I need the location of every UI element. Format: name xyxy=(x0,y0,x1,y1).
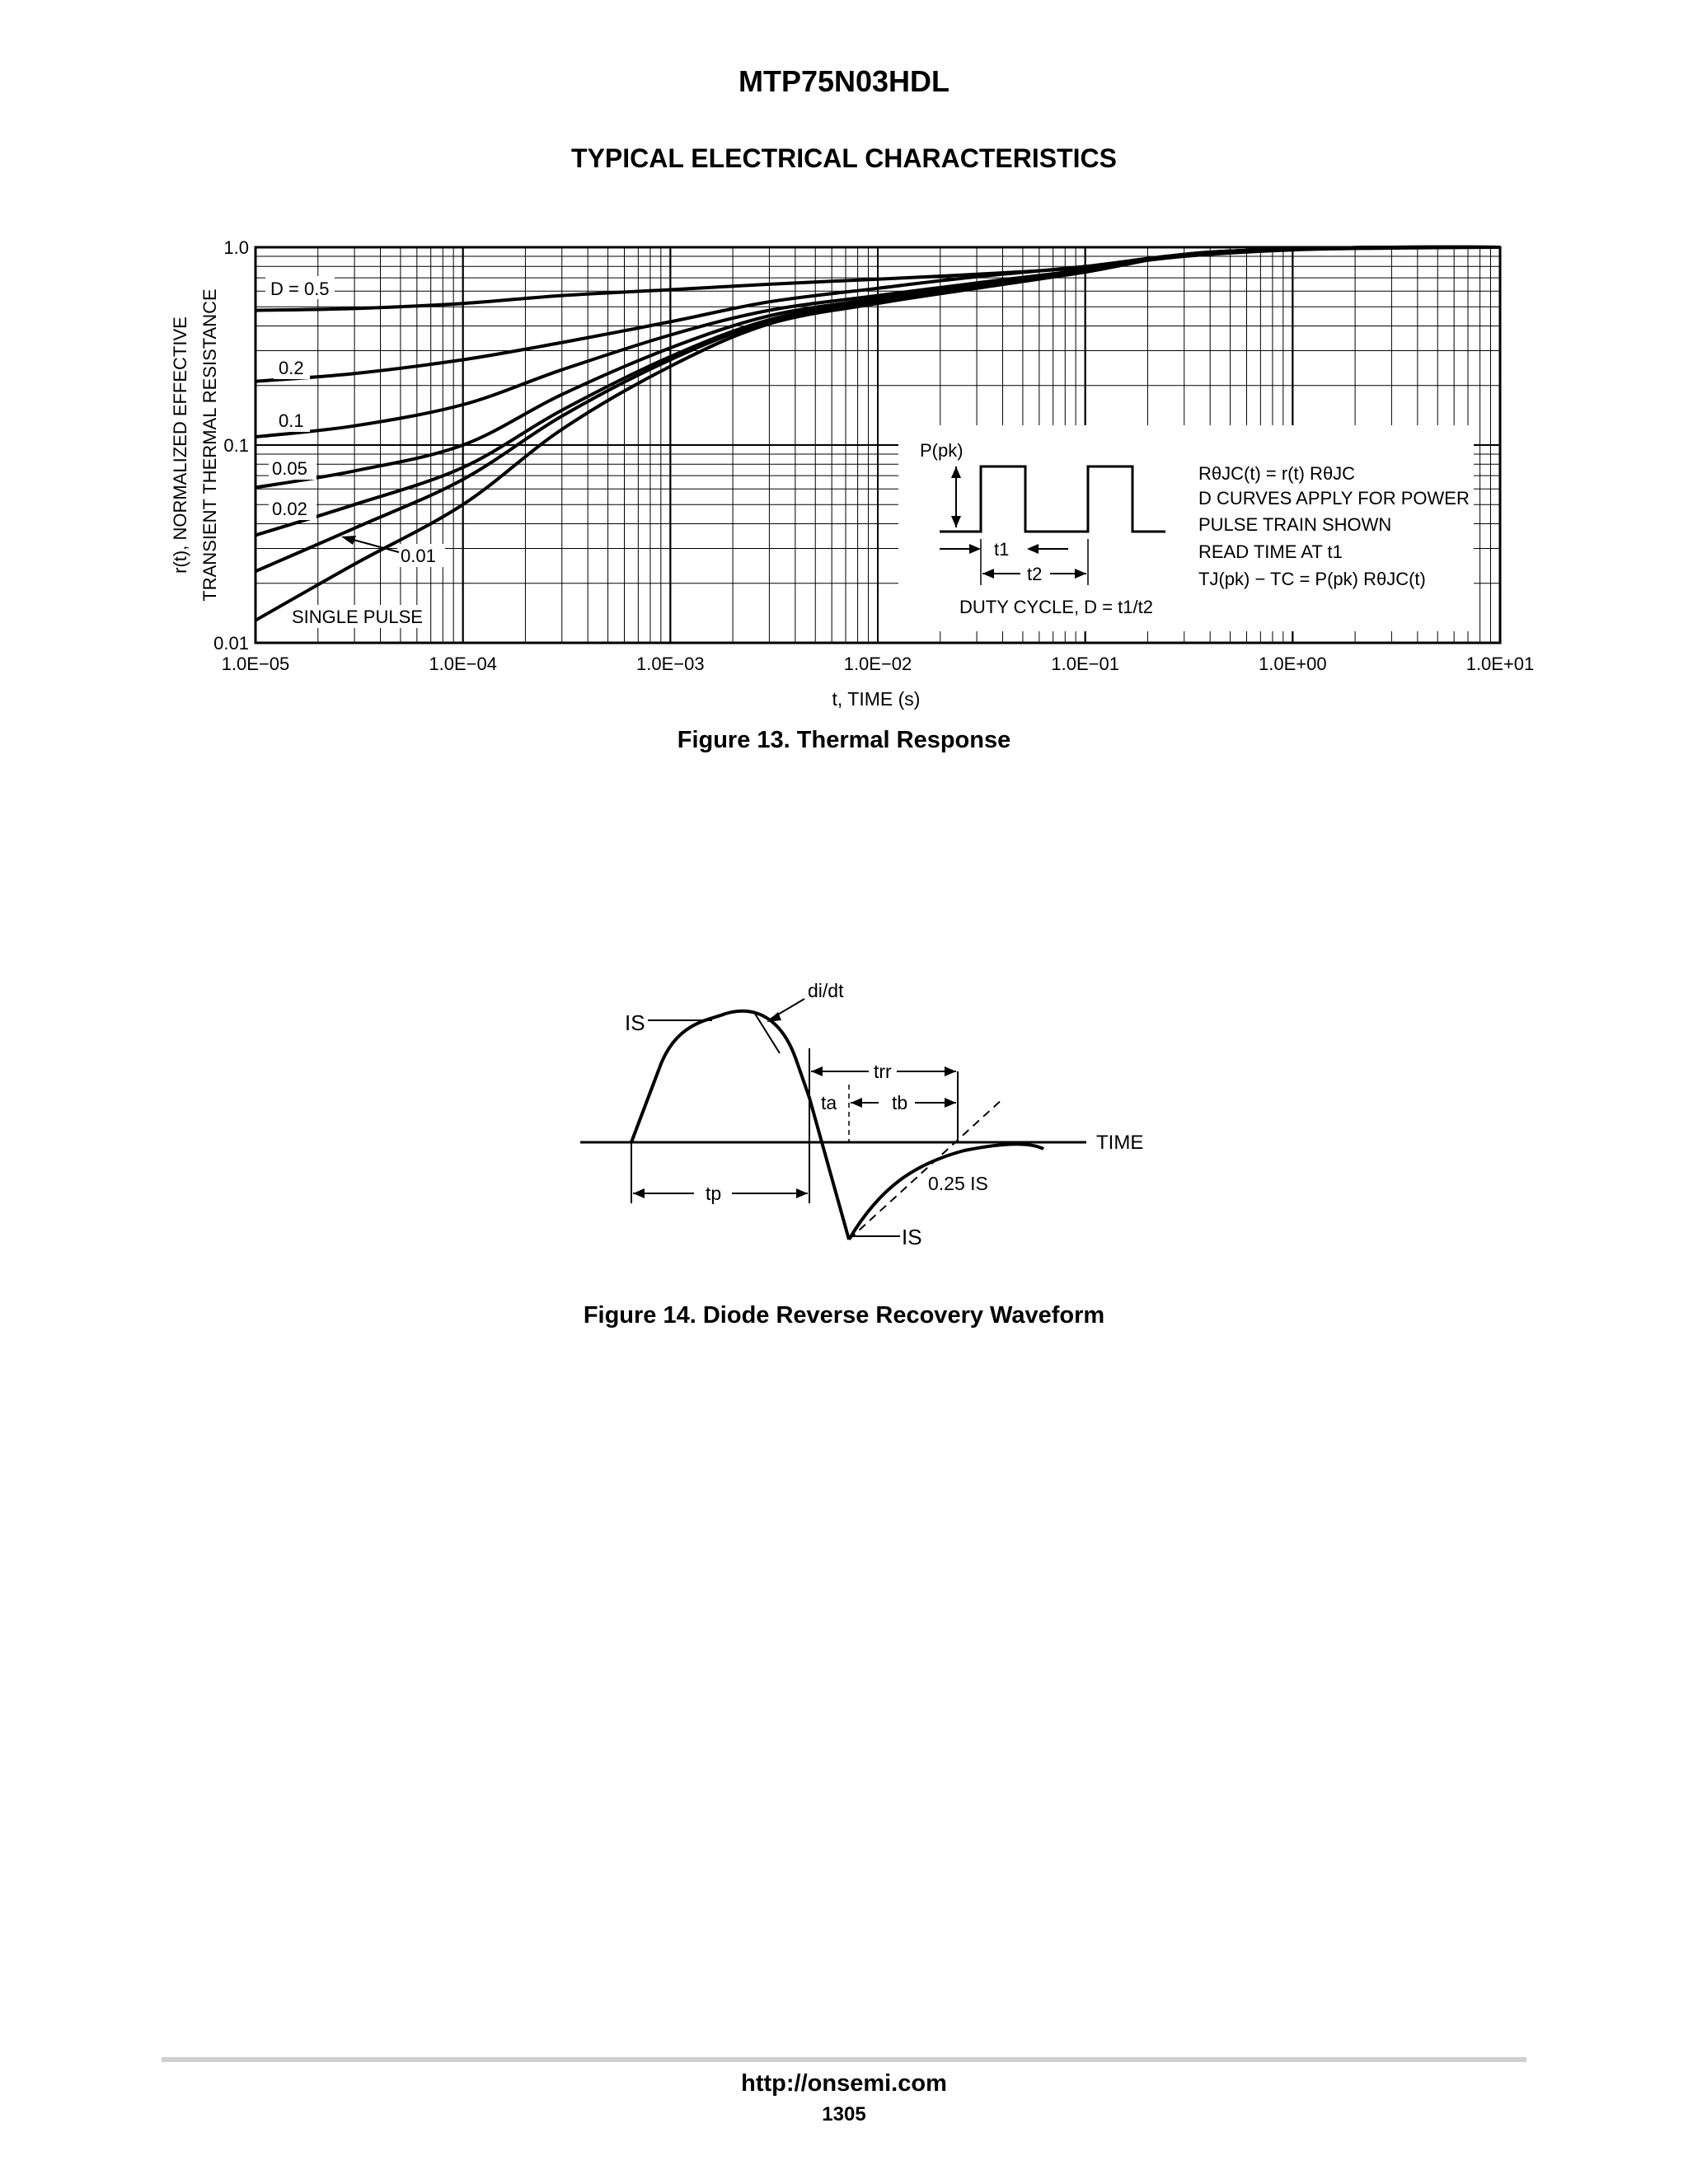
ta-label: ta xyxy=(821,1092,837,1113)
t1-label: t1 xyxy=(994,539,1009,560)
note-line-5: TJ(pk) − TC = P(pk) RθJC(t) xyxy=(1198,569,1426,589)
trr-label: trr xyxy=(874,1061,892,1082)
is-bottom-label: IS xyxy=(902,1225,922,1249)
series-label-d002: 0.02 xyxy=(272,499,307,519)
x-tick-label: 1.0E+01 xyxy=(1466,654,1535,674)
ppk-label: P(pk) xyxy=(920,440,964,461)
footer-url-link[interactable]: http://onsemi.com xyxy=(741,2070,947,2097)
chart-curves xyxy=(255,245,1501,622)
t2-label: t2 xyxy=(1027,564,1042,584)
x-tick-label: 1.0E−05 xyxy=(222,654,290,674)
recovery-waveform xyxy=(630,1009,851,1240)
x-tick-label: 1.0E−02 xyxy=(844,654,912,674)
is-top-label: IS xyxy=(625,1010,645,1035)
tp-label: tp xyxy=(706,1183,721,1204)
y-axis-label-line2: TRANSIENT THERMAL RESISTANCE xyxy=(199,288,220,601)
x-tick-label: 1.0E+00 xyxy=(1259,654,1327,674)
section-title: TYPICAL ELECTRICAL CHARACTERISTICS xyxy=(571,143,1117,173)
y-tick-label: 0.1 xyxy=(223,435,249,456)
thermal-response-figure: 1.0E−05 1.0E−04 1.0E−03 1.0E−02 1.0E−01 1.0E+… xyxy=(170,237,1534,710)
y-tick-label: 1.0 xyxy=(223,237,249,258)
chart-tick-labels: 1.0E−05 1.0E−04 1.0E−03 1.0E−02 1.0E−01 1.0E+… xyxy=(213,237,1534,674)
y-axis-label-line1: r(t), NORMALIZED EFFECTIVE xyxy=(170,316,190,574)
x-tick-label: 1.0E−03 xyxy=(636,654,705,674)
series-label-d02: 0.2 xyxy=(279,358,304,378)
figure-13-caption: Figure 13. Thermal Response xyxy=(677,727,1011,753)
note-line-1: RθJC(t) = r(t) RθJC xyxy=(1198,463,1355,484)
reverse-recovery-figure: TIME IS di/dt trr ta tb tp 0.25 IS IS xyxy=(580,980,1143,1249)
footer-divider xyxy=(162,2057,1526,2062)
time-label: TIME xyxy=(1096,1132,1143,1154)
tb-label: tb xyxy=(892,1092,907,1113)
series-label-single-pulse: SINGLE PULSE xyxy=(292,607,423,627)
extrapolation-line xyxy=(848,1097,1005,1240)
note-line-2: D CURVES APPLY FOR POWER xyxy=(1198,488,1470,509)
series-label-d001: 0.01 xyxy=(401,546,436,566)
recovery-tail xyxy=(847,1142,1044,1241)
y-tick-label: 0.01 xyxy=(213,633,249,654)
note-line-4: READ TIME AT t1 xyxy=(1198,541,1343,562)
x-axis-label: t, TIME (s) xyxy=(832,688,921,710)
x-tick-label: 1.0E−04 xyxy=(429,654,497,674)
series-label-d01: 0.1 xyxy=(279,410,304,431)
page-number: 1305 xyxy=(822,2103,866,2125)
curve-single-pulse xyxy=(255,245,1501,622)
di-dt-label: di/dt xyxy=(808,980,844,1001)
figure-14-caption: Figure 14. Diode Reverse Recovery Wavefo… xyxy=(583,1302,1105,1329)
quarter-is-label: 0.25 IS xyxy=(928,1173,988,1194)
inset-panel: P(pk) t1 t2 DUTY CYCLE, D = t1/t2 RθJC(t… xyxy=(898,425,1474,631)
note-line-3: PULSE TRAIN SHOWN xyxy=(1198,514,1391,535)
x-tick-label: 1.0E−01 xyxy=(1051,654,1119,674)
document-title: MTP75N03HDL xyxy=(738,64,950,98)
series-label-d05: D = 0.5 xyxy=(270,279,330,299)
duty-cycle-label: DUTY CYCLE, D = t1/t2 xyxy=(959,597,1153,617)
series-label-d005: 0.05 xyxy=(272,458,307,479)
plot-frame xyxy=(254,246,1502,644)
pulse-train xyxy=(940,465,1165,533)
